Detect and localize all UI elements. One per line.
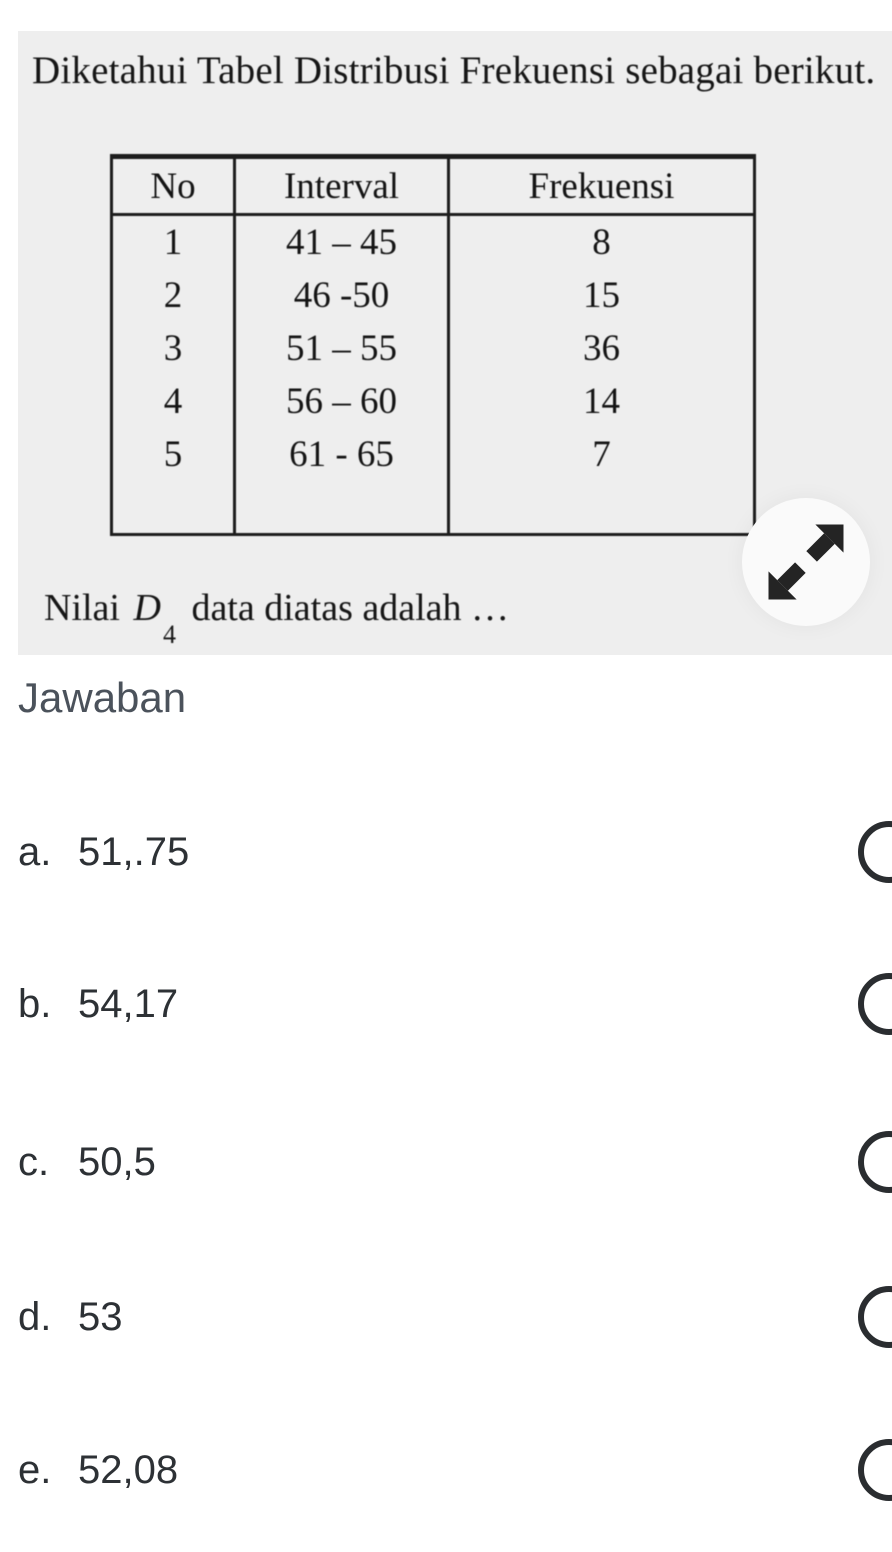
table-filler-row [112, 481, 755, 535]
answer-option-d[interactable]: d. 53 [0, 1285, 892, 1349]
option-letter: c. [18, 1139, 50, 1184]
prompt-suffix: data diatas adalah … [181, 587, 510, 629]
option-value: 54,17 [78, 981, 179, 1026]
cell-interval: 51 – 55 [233, 322, 449, 375]
answer-option-a[interactable]: a. 51,.75 [0, 820, 892, 884]
question-prompt: Nilai D4 data diatas adalah … [44, 585, 510, 649]
prompt-prefix: Nilai [44, 587, 130, 629]
cell-no: 2 [163, 275, 183, 316]
table-row: 5 61 - 65 7 [112, 428, 755, 481]
table-row: 2 46 -50 15 [112, 269, 755, 322]
radio-button[interactable] [858, 1439, 892, 1501]
option-value: 52,08 [78, 1447, 179, 1492]
col-header-no: No [111, 156, 235, 216]
expand-icon [768, 524, 844, 600]
answer-option-e[interactable]: e. 52,08 [0, 1438, 892, 1502]
prompt-variable: D [133, 587, 161, 629]
question-scan: Diketahui Tabel Distribusi Frekuensi seb… [18, 31, 892, 655]
answer-option-c[interactable]: c. 50,5 [0, 1130, 892, 1194]
col-header-frekuensi: Frekuensi [447, 156, 755, 216]
cell-frekuensi: 14 [447, 375, 755, 428]
cell-no: 5 [163, 434, 183, 475]
radio-button[interactable] [858, 973, 892, 1035]
cell-no: 3 [163, 328, 183, 369]
radio-button[interactable] [858, 1131, 892, 1193]
prompt-subscript: 4 [162, 619, 176, 649]
table-row: 3 51 – 55 36 [112, 322, 755, 375]
col-header-interval: Interval [233, 156, 449, 216]
expand-button[interactable] [742, 498, 870, 626]
radio-button[interactable] [858, 821, 892, 883]
cell-frekuensi: 36 [447, 322, 755, 375]
option-letter: e. [18, 1447, 52, 1492]
cell-interval: 41 – 45 [233, 214, 449, 269]
cell-frekuensi: 8 [447, 214, 755, 269]
table-row: 1 41 – 45 8 [112, 214, 755, 269]
radio-button[interactable] [858, 1286, 892, 1348]
cell-interval: 56 – 60 [233, 375, 449, 428]
cell-interval: 46 -50 [233, 269, 449, 322]
cell-frekuensi: 7 [447, 428, 755, 481]
table-row: 4 56 – 60 14 [112, 375, 755, 428]
option-value: 53 [78, 1294, 123, 1339]
question-image-panel: Diketahui Tabel Distribusi Frekuensi seb… [18, 31, 892, 655]
table-header-row: No Interval Frekuensi [111, 156, 755, 216]
cell-frekuensi: 15 [447, 269, 755, 322]
option-letter: b. [18, 981, 52, 1026]
cell-no: 1 [163, 222, 183, 263]
option-letter: d. [18, 1294, 52, 1339]
cell-interval: 61 - 65 [233, 428, 449, 481]
option-value: 50,5 [78, 1139, 156, 1184]
answer-option-b[interactable]: b. 54,17 [0, 972, 892, 1036]
frequency-table: No Interval Frekuensi 1 41 – 45 8 2 46 -… [110, 154, 756, 536]
cell-no: 4 [163, 381, 183, 422]
option-value: 51,.75 [78, 829, 190, 874]
question-intro: Diketahui Tabel Distribusi Frekuensi seb… [32, 49, 876, 92]
option-letter: a. [18, 829, 52, 874]
answers-heading: Jawaban [18, 674, 187, 721]
